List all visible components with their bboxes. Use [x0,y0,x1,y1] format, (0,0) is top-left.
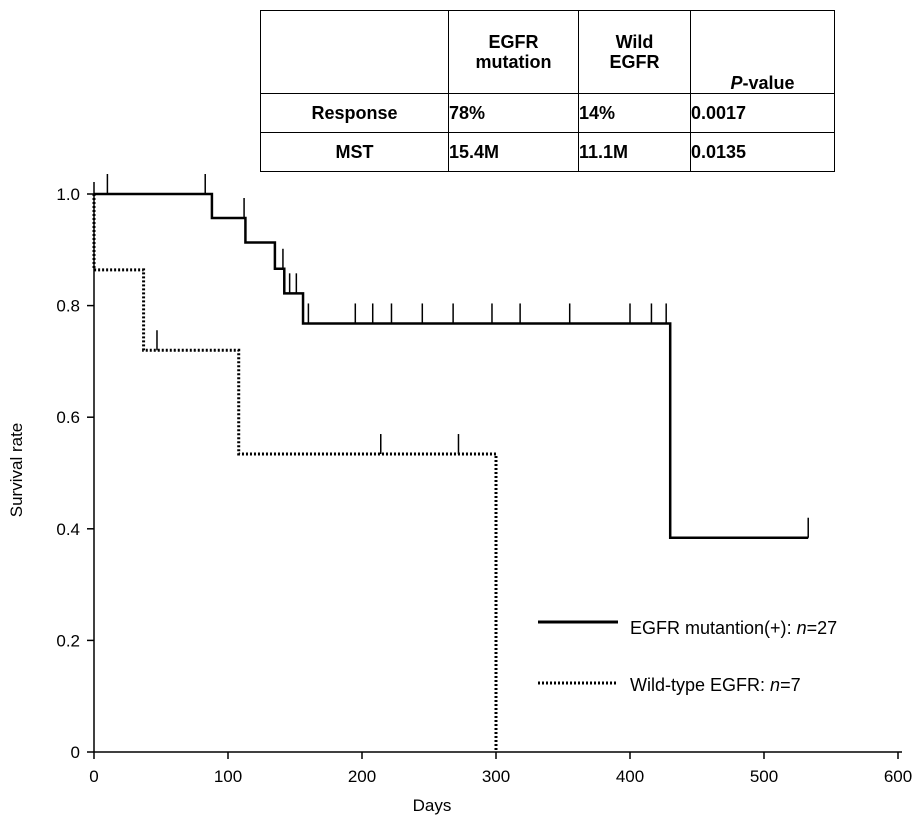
egfr-mutation-header-line2: mutation [475,52,552,72]
x-tick-label: 100 [214,767,242,786]
survival-curve-wild-type [92,194,498,752]
legend-n-label: n [770,675,780,695]
x-tick-label: 600 [884,767,912,786]
x-axis-label: Days [413,796,452,815]
legend-n-value: =7 [780,675,801,695]
summary-table: EGFR mutation Wild EGFR P-value Response… [260,10,835,172]
y-tick-label: 0 [71,743,80,762]
x-tick-label: 400 [616,767,644,786]
table-corner-cell [260,10,449,94]
egfr-mutation-cell: 78% [448,93,579,133]
wild-egfr-cell: 11.1M [578,132,691,172]
y-tick-label: 0.6 [56,408,80,427]
y-tick-label: 0.2 [56,631,80,650]
legend-series-name: Wild-type EGFR [630,675,760,695]
chart-axes: 0 100 200 300 400 500 600 0 0.2 0.4 0.6 0.8 1.0 [56,182,912,786]
legend-series-name: EGFR mutantion(+) [630,618,787,638]
table-row-mst: MST 15.4M 11.1M 0.0135 [260,132,835,172]
y-tick-label: 0.8 [56,297,80,316]
chart-series [92,174,809,752]
x-tick-label: 300 [482,767,510,786]
p-value-cell: 0.0017 [690,93,835,133]
legend-label-wild-type: Wild-type EGFR: n=7 [630,675,801,695]
y-tick-label: 1.0 [56,185,80,204]
p-value-header-rest: -value [742,73,795,93]
x-tick-label: 0 [89,767,98,786]
legend-label-egfr-mutation: EGFR mutantion(+): n=27 [630,618,837,638]
survival-curve-egfr-mutation [94,192,809,539]
p-value-cell: 0.0135 [690,132,835,172]
row-label: Response [260,93,449,133]
table-row-response: Response 78% 14% 0.0017 [260,93,835,133]
row-label: MST [260,132,449,172]
p-value-header-italic: P [730,73,743,93]
egfr-mutation-header-line1: EGFR [488,32,539,52]
wild-egfr-header-line2: EGFR [609,52,660,72]
y-tick-label: 0.4 [56,520,80,539]
wild-egfr-header-line1: Wild [615,32,654,52]
y-axis-label: Survival rate [7,423,26,517]
wild-egfr-cell: 14% [578,93,691,133]
x-tick-label: 500 [750,767,778,786]
chart-legend: EGFR mutantion(+): n=27 Wild-type EGFR: … [538,618,837,695]
p-value-header: P-value [690,10,835,94]
x-tick-label: 200 [348,767,376,786]
egfr-mutation-cell: 15.4M [448,132,579,172]
legend-n-label: n [797,618,807,638]
legend-n-value: =27 [807,618,838,638]
